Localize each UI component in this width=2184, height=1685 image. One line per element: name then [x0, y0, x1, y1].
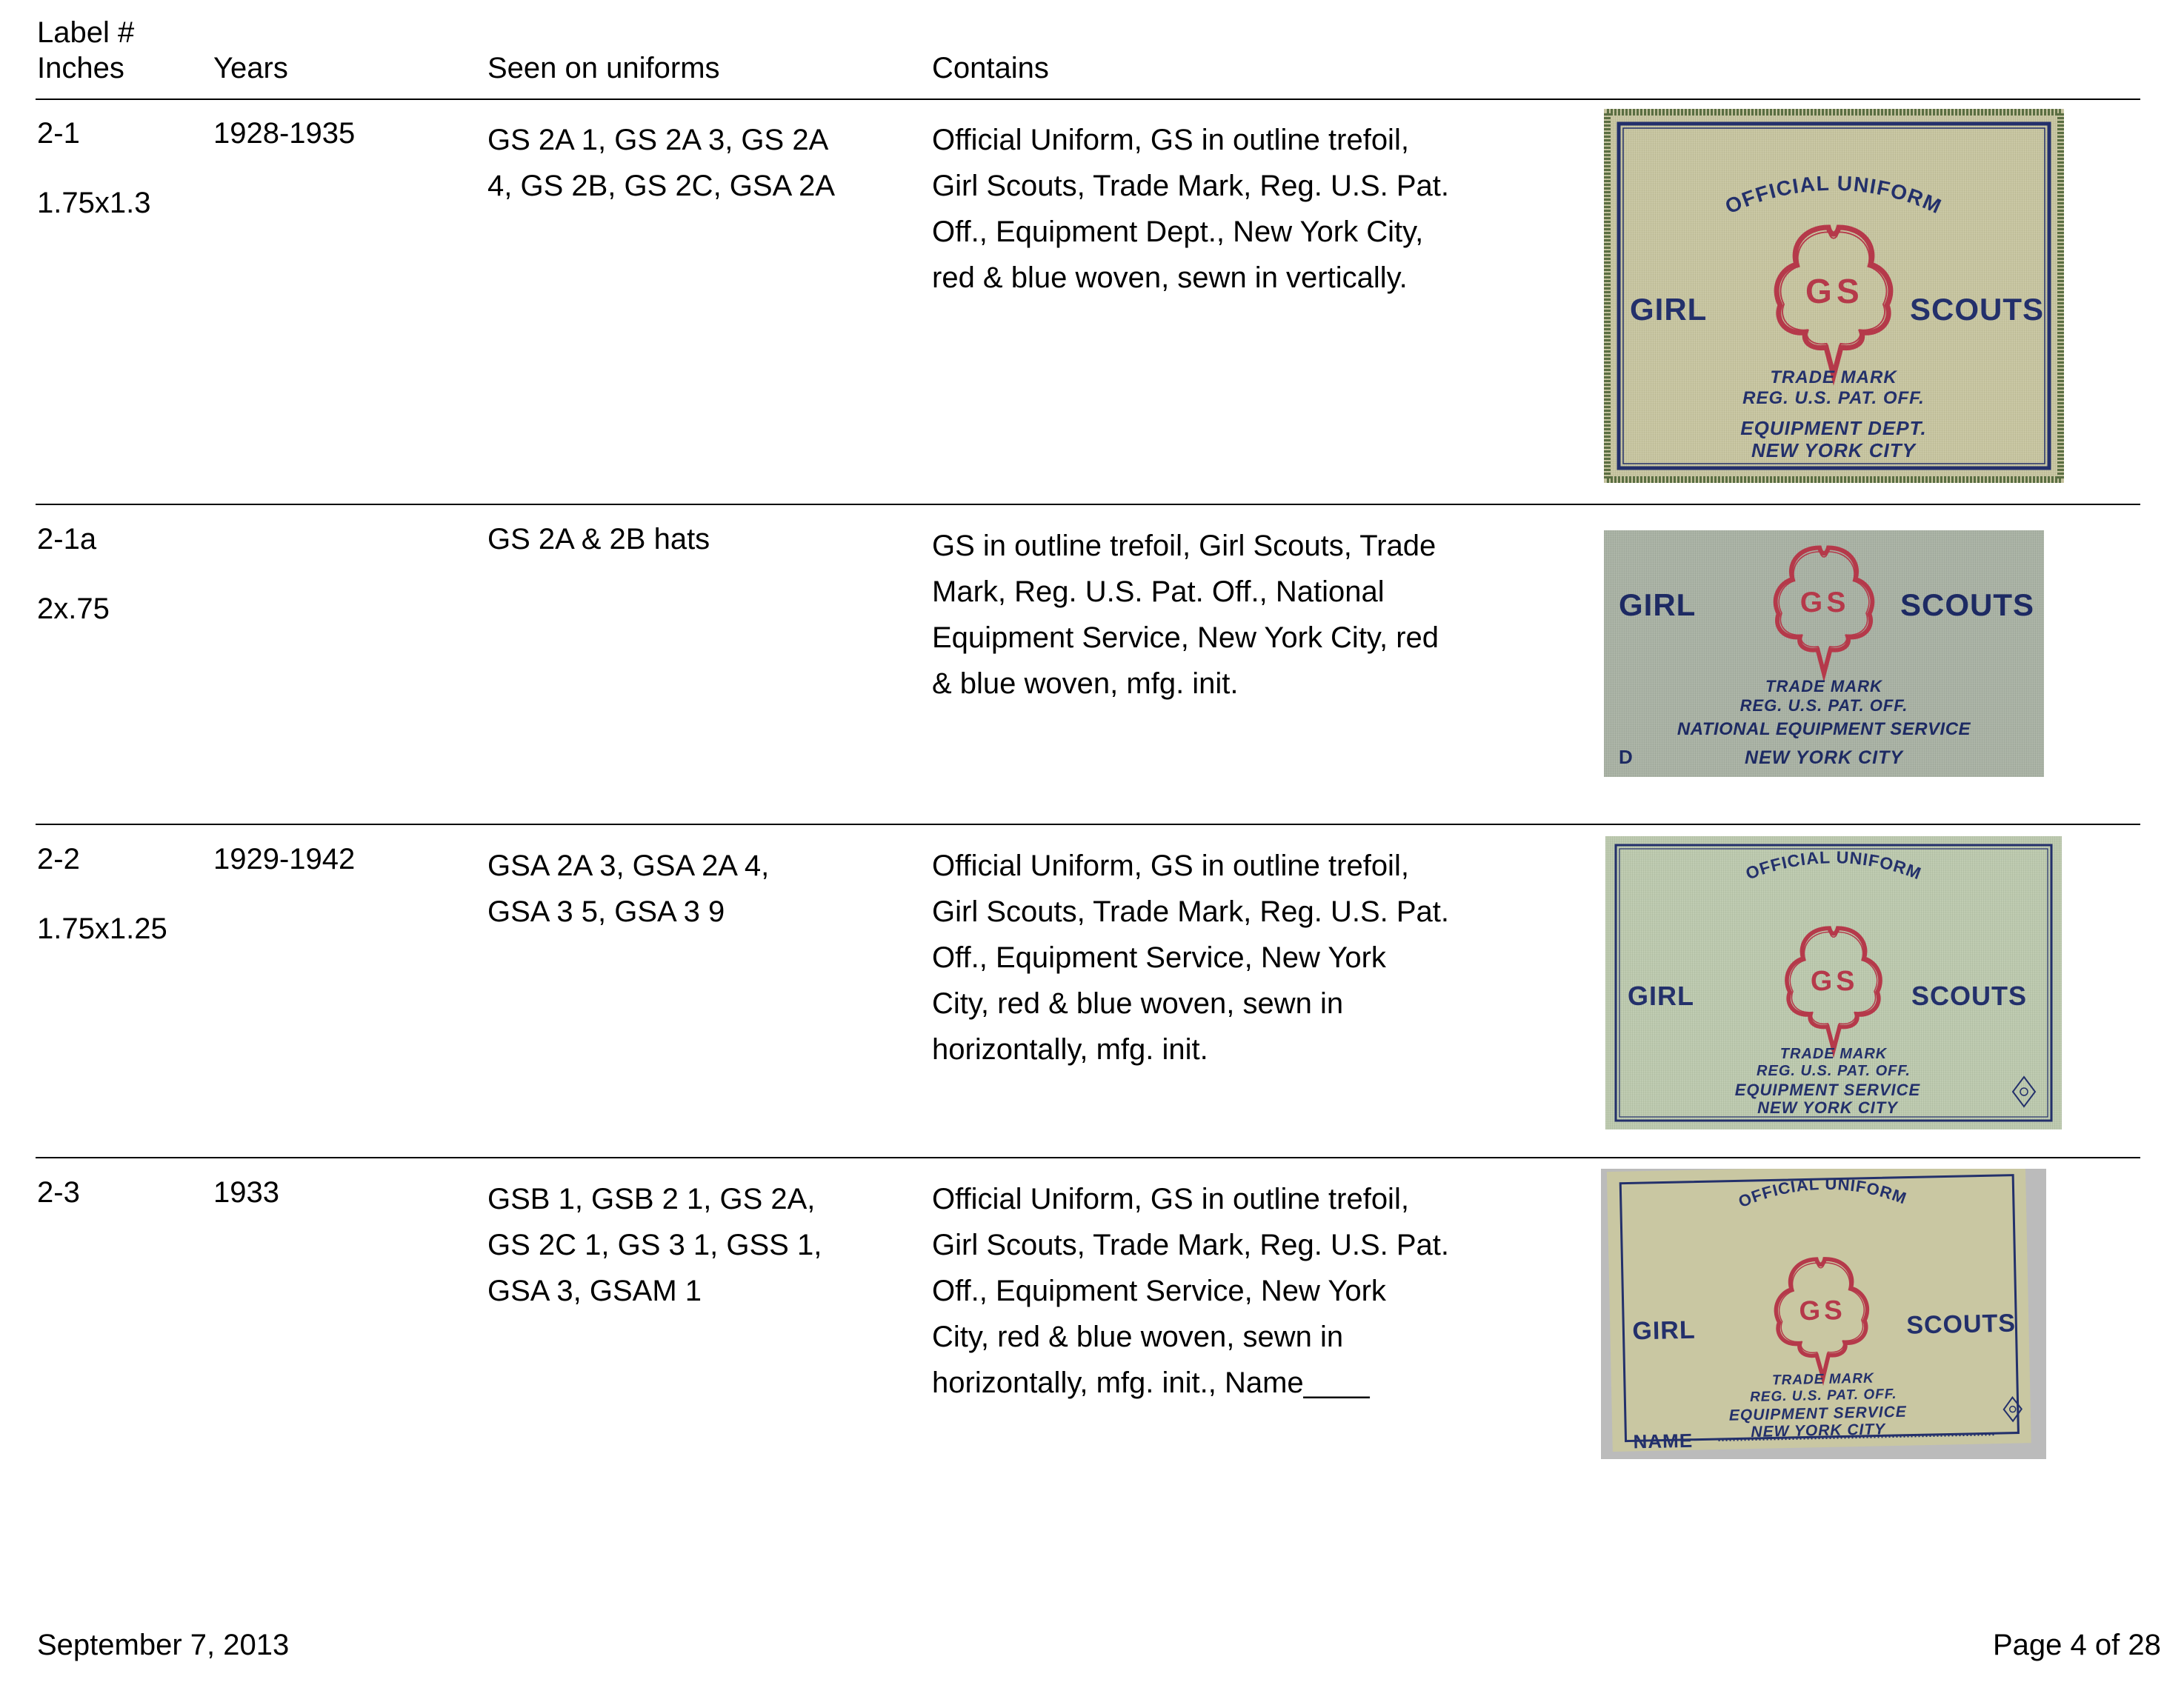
svg-text:NEW YORK CITY: NEW YORK CITY [1757, 1098, 1899, 1117]
svg-text:TRADE MARK: TRADE MARK [1780, 1046, 1888, 1062]
svg-text:NATIONAL EQUIPMENT SERVICE: NATIONAL EQUIPMENT SERVICE [1677, 719, 1971, 739]
svg-text:NEW YORK CITY: NEW YORK CITY [1751, 1421, 1886, 1441]
svg-text:GIRL: GIRL [1632, 1316, 1696, 1346]
svg-text:NAME: NAME [1633, 1429, 1693, 1453]
svg-text:S: S [1824, 1295, 1842, 1326]
svg-text:SCOUTS: SCOUTS [1906, 1309, 2016, 1340]
svg-text:REG. U.S. PAT. OFF.: REG. U.S. PAT. OFF. [1750, 1387, 1897, 1405]
svg-text:G: G [1799, 1295, 1820, 1327]
svg-text:NEW YORK CITY: NEW YORK CITY [1745, 747, 1904, 768]
svg-text:S: S [1836, 965, 1854, 996]
svg-text:G: G [1811, 965, 1832, 996]
svg-text:GIRL: GIRL [1619, 587, 1696, 622]
svg-text:S: S [1826, 587, 1845, 618]
svg-text:TRADE MARK: TRADE MARK [1770, 367, 1897, 387]
svg-text:NEW YORK CITY: NEW YORK CITY [1751, 439, 1917, 461]
svg-text:GIRL: GIRL [1628, 981, 1694, 1011]
svg-text:REG. U.S. PAT. OFF.: REG. U.S. PAT. OFF. [1742, 388, 1925, 408]
svg-text:SCOUTS: SCOUTS [1911, 981, 2027, 1011]
svg-text:OFFICIAL UNIFORM: OFFICIAL UNIFORM [1743, 847, 1924, 883]
svg-text:SCOUTS: SCOUTS [1910, 292, 2044, 327]
svg-text:S: S [1837, 272, 1860, 310]
svg-text:TRADE MARK: TRADE MARK [1772, 1371, 1874, 1389]
svg-text:SCOUTS: SCOUTS [1900, 587, 2034, 622]
svg-text:D: D [1619, 746, 1633, 768]
svg-text:G: G [1805, 272, 1832, 310]
svg-text:REG. U.S. PAT. OFF.: REG. U.S. PAT. OFF. [1757, 1063, 1911, 1079]
svg-text:EQUIPMENT DEPT.: EQUIPMENT DEPT. [1740, 417, 1926, 439]
svg-text:GIRL: GIRL [1630, 292, 1707, 327]
svg-text:REG. U.S. PAT. OFF.: REG. U.S. PAT. OFF. [1740, 696, 1908, 715]
svg-text:OFFICIAL UNIFORM: OFFICIAL UNIFORM [1722, 172, 1945, 218]
svg-text:G: G [1800, 587, 1822, 618]
svg-text:TRADE MARK: TRADE MARK [1765, 677, 1883, 695]
svg-text:EQUIPMENT SERVICE: EQUIPMENT SERVICE [1735, 1081, 1921, 1099]
